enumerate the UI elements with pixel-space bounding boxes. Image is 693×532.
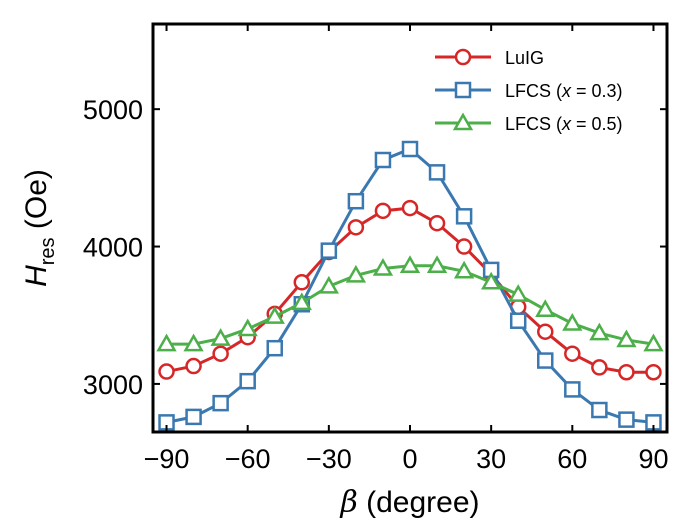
- data-point: [318, 275, 339, 294]
- legend-label-part: = 0.3): [571, 81, 623, 101]
- data-point: [237, 318, 258, 337]
- data-point: [508, 284, 529, 302]
- data-point: [399, 255, 421, 274]
- data-point: [320, 242, 338, 259]
- data-point: [345, 264, 367, 283]
- data-point: [453, 260, 475, 279]
- x-tick-label: 30: [476, 444, 506, 474]
- data-point: [455, 238, 473, 255]
- series-3: [156, 255, 664, 352]
- data-point: [156, 333, 177, 352]
- data-point: [210, 328, 231, 346]
- legend-label-part: x: [561, 81, 572, 101]
- x-axis-label-text: (degree): [358, 486, 480, 519]
- x-tick-label: −30: [306, 444, 352, 474]
- y-axis-label-subscript: res: [37, 237, 59, 265]
- data-point: [618, 363, 635, 381]
- legend-label-part: x: [561, 114, 572, 134]
- y-axis-label: Hres (Oe): [20, 169, 59, 287]
- data-point: [537, 323, 554, 340]
- legend-marker: [452, 112, 474, 131]
- data-point: [589, 322, 610, 341]
- data-point: [564, 345, 581, 362]
- data-point: [455, 208, 473, 225]
- x-tick-label: −90: [144, 444, 190, 474]
- legend-label-part: LFCS (: [505, 114, 562, 134]
- legend-entry-3: LFCS (x = 0.5): [435, 112, 623, 134]
- data-point: [212, 394, 229, 412]
- data-point: [537, 352, 554, 369]
- series-line: [166, 206, 654, 374]
- legend-label-part: LFCS (: [505, 81, 562, 101]
- data-point: [372, 258, 394, 276]
- y-axis-label-text: (Oe): [20, 169, 53, 237]
- series-2: [158, 140, 662, 431]
- data-point: [645, 363, 662, 381]
- plot-series-layer: [156, 140, 664, 431]
- data-point: [347, 192, 365, 210]
- x-tick-label: 90: [638, 444, 668, 474]
- data-point: [347, 219, 365, 236]
- data-point: [212, 345, 229, 362]
- data-point: [374, 151, 392, 169]
- data-point: [158, 363, 175, 380]
- data-point: [428, 164, 446, 181]
- legend-label: LFCS (x = 0.3): [505, 81, 623, 101]
- data-point: [426, 255, 448, 274]
- y-tick-label: 5000: [83, 95, 143, 125]
- data-point: [481, 271, 502, 290]
- legend-label: LFCS (x = 0.5): [505, 114, 623, 134]
- data-point: [428, 214, 446, 232]
- x-tick-label: 0: [402, 444, 417, 474]
- data-point: [562, 312, 583, 331]
- x-axis-label: β (degree): [339, 485, 479, 520]
- data-point: [616, 329, 637, 348]
- data-point: [291, 292, 312, 311]
- data-point: [618, 411, 635, 428]
- data-point: [401, 199, 419, 217]
- x-axis-label-symbol: β: [339, 485, 357, 520]
- legend-label: LuIG: [505, 48, 544, 68]
- y-ticks: 3000 4000 5000: [83, 95, 667, 400]
- data-point: [535, 299, 556, 317]
- data-point: [401, 140, 419, 158]
- legend-label-part: = 0.5): [571, 114, 623, 134]
- legend-marker: [454, 48, 472, 66]
- data-point: [239, 372, 256, 390]
- data-point: [293, 274, 311, 291]
- y-tick-label: 4000: [83, 233, 143, 263]
- data-point: [591, 401, 608, 419]
- legend-marker: [454, 81, 472, 99]
- y-axis-label-symbol: H: [20, 265, 53, 287]
- data-point: [185, 357, 202, 375]
- x-tick-label: 60: [557, 444, 587, 474]
- data-point: [264, 306, 285, 324]
- legend-entry-2: LFCS (x = 0.3): [435, 81, 623, 101]
- series-line: [166, 264, 654, 346]
- legend-entry-1: LuIG: [435, 48, 544, 68]
- data-point: [183, 333, 204, 352]
- series-1: [158, 199, 662, 381]
- x-ticks: −90 −60 −30 0 30 60 90: [144, 24, 668, 474]
- legend-label-part: LuIG: [505, 48, 544, 68]
- data-point: [643, 333, 664, 352]
- data-point: [185, 408, 202, 426]
- data-point: [266, 339, 283, 357]
- data-point: [374, 202, 392, 220]
- y-tick-label: 3000: [83, 370, 143, 400]
- data-point: [591, 359, 608, 376]
- data-point: [564, 381, 581, 398]
- data-point: [509, 312, 527, 329]
- x-tick-label: −60: [225, 444, 271, 474]
